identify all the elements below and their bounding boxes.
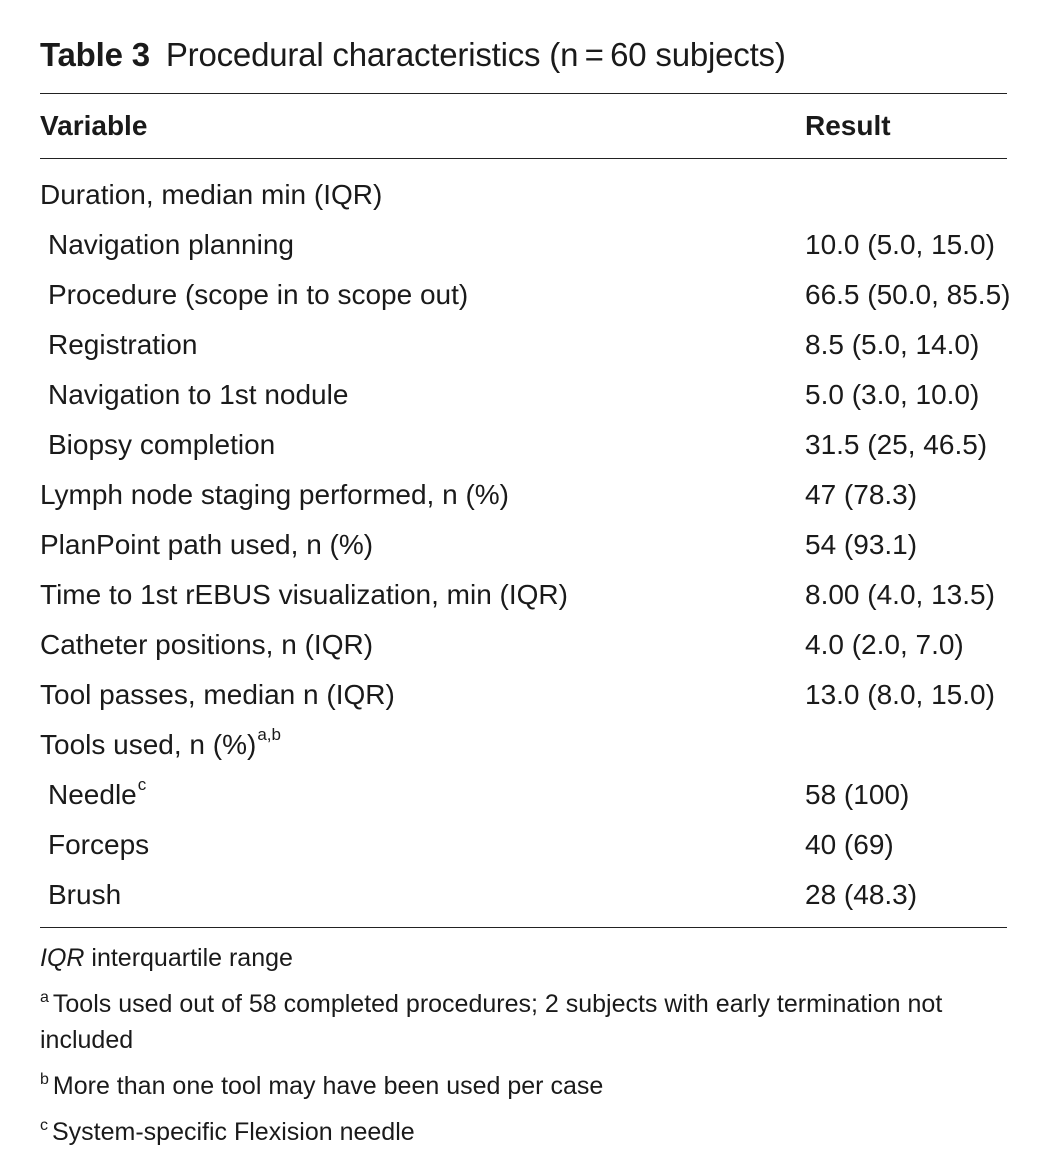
- variable-text: Navigation to 1st nodule: [48, 379, 349, 410]
- variable-text: Procedure (scope in to scope out): [48, 279, 469, 310]
- table-row: Navigation to 1st nodule 5.0 (3.0, 10.0): [40, 370, 1007, 420]
- table-row: Tool passes, median n (IQR) 13.0 (8.0, 15…: [40, 670, 1007, 720]
- abbreviation-term: IQR: [40, 944, 85, 972]
- variable-text: Registration: [48, 329, 198, 360]
- footnote-abbreviation: IQR interquartile range: [40, 940, 1007, 976]
- footnote-a: a Tools used out of 58 completed procedur…: [40, 986, 1007, 1058]
- cell-result: 8.00 (4.0, 13.5): [805, 579, 995, 610]
- table-row: Time to 1st rEBUS visualization, min (IQ…: [40, 570, 1007, 620]
- table-row: Duration, median min (IQR): [40, 170, 1007, 220]
- table-row: Biopsy completion 31.5 (25, 46.5): [40, 420, 1007, 470]
- table-row: Catheter positions, n (IQR) 4.0 (2.0, 7.0…: [40, 620, 1007, 670]
- table-figure: Table 3 Procedural characteristics (n = 6…: [40, 30, 1011, 1160]
- table-row: Tools used, n (%)a,b: [40, 720, 1007, 770]
- cell-result: 28 (48.3): [805, 879, 918, 910]
- footnote-text: More than one tool may have been used pe…: [52, 1072, 604, 1100]
- variable-text: Lymph node staging performed, n (%): [40, 479, 509, 510]
- footnote-reference: a,b: [257, 725, 281, 744]
- variable-text: Catheter positions, n (IQR): [40, 629, 374, 660]
- variable-text: Tools used, n (%): [40, 729, 257, 760]
- footnote-text: System-specific Flexision needle: [52, 1118, 415, 1146]
- cell-result: 10.0 (5.0, 15.0): [805, 229, 995, 260]
- table-row: Procedure (scope in to scope out) 66.5 (5…: [40, 270, 1011, 320]
- table-row: PlanPoint path used, n (%) 54 (93.1): [40, 520, 1007, 570]
- cell-variable: Navigation planning: [40, 229, 805, 261]
- bottom-rule: [40, 927, 1007, 928]
- cell-variable: Tool passes, median n (IQR): [40, 679, 805, 711]
- table-label: Table 3: [40, 36, 150, 73]
- variable-text: Time to 1st rEBUS visualization, min (IQ…: [40, 579, 568, 610]
- variable-text: PlanPoint path used, n (%): [40, 529, 374, 560]
- cell-result: 5.0 (3.0, 10.0): [805, 379, 980, 410]
- cell-result: 4.0 (2.0, 7.0): [805, 629, 964, 660]
- cell-variable: Forceps: [40, 829, 805, 861]
- cell-result: 40 (69): [805, 829, 894, 860]
- variable-text: Duration, median min (IQR): [40, 179, 383, 210]
- cell-variable: Needlec: [40, 775, 805, 811]
- cell-variable: PlanPoint path used, n (%): [40, 529, 805, 561]
- header-rule: [40, 158, 1007, 159]
- cell-result: 8.5 (5.0, 14.0): [805, 329, 980, 360]
- cell-result: 13.0 (8.0, 15.0): [805, 679, 995, 710]
- cell-variable: Registration: [40, 329, 805, 361]
- cell-variable: Procedure (scope in to scope out): [40, 279, 805, 311]
- footnote-mark: a: [40, 989, 49, 1006]
- header-result: Result: [805, 110, 891, 141]
- cell-variable: Biopsy completion: [40, 429, 805, 461]
- cell-variable: Navigation to 1st nodule: [40, 379, 805, 411]
- abbreviation-text: interquartile range: [84, 944, 293, 972]
- cell-result: 31.5 (25, 46.5): [805, 429, 988, 460]
- variable-text: Navigation planning: [48, 229, 294, 260]
- table-row: Registration 8.5 (5.0, 14.0): [40, 320, 1007, 370]
- header-variable: Variable: [40, 110, 148, 141]
- variable-text: Forceps: [48, 829, 150, 860]
- table-header-row: Variable Result: [40, 94, 1007, 158]
- top-rule: [40, 93, 1007, 94]
- variable-text: Needle: [48, 779, 137, 810]
- cell-result: 47 (78.3): [805, 479, 918, 510]
- cell-variable: Catheter positions, n (IQR): [40, 629, 805, 661]
- footnote-b: b More than one tool may have been used p…: [40, 1068, 1007, 1104]
- table-body: Duration, median min (IQR) Navigation pla…: [40, 159, 1011, 927]
- cell-result: 54 (93.1): [805, 529, 918, 560]
- cell-variable: Duration, median min (IQR): [40, 179, 805, 211]
- table-row: Lymph node staging performed, n (%) 47 (7…: [40, 470, 1007, 520]
- footnote-mark: c: [40, 1117, 48, 1134]
- footnote-mark: b: [40, 1071, 49, 1088]
- cell-result: 66.5 (50.0, 85.5): [805, 279, 1011, 310]
- table-caption: Table 3 Procedural characteristics (n = 6…: [40, 30, 1007, 80]
- table-row: Forceps 40 (69): [40, 820, 1007, 870]
- table-row: Needlec 58 (100): [40, 770, 1007, 820]
- cell-variable: Tools used, n (%)a,b: [40, 725, 805, 761]
- cell-variable: Time to 1st rEBUS visualization, min (IQ…: [40, 579, 805, 611]
- footnote-text: Tools used out of 58 completed procedure…: [40, 990, 943, 1054]
- table-row: Brush 28 (48.3): [40, 870, 1007, 920]
- cell-variable: Brush: [40, 879, 805, 911]
- table-row: Navigation planning 10.0 (5.0, 15.0): [40, 220, 1007, 270]
- table-footnotes: IQR interquartile range a Tools used out …: [40, 928, 1007, 1150]
- footnote-c: c System-specific Flexision needle: [40, 1114, 1007, 1150]
- variable-text: Biopsy completion: [48, 429, 276, 460]
- variable-text: Brush: [48, 879, 122, 910]
- footnote-reference: c: [137, 775, 147, 794]
- variable-text: Tool passes, median n (IQR): [40, 679, 395, 710]
- cell-result: 58 (100): [805, 779, 910, 810]
- table-title: Procedural characteristics (n = 60 subje…: [165, 36, 786, 73]
- cell-variable: Lymph node staging performed, n (%): [40, 479, 805, 511]
